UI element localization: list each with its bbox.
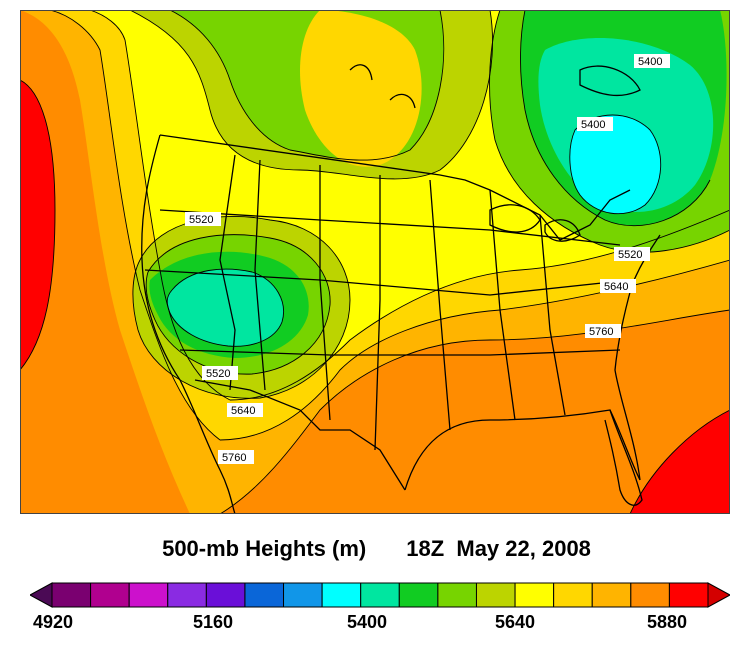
contour-label-0: 5400 <box>634 54 670 68</box>
west-coast <box>141 134 236 514</box>
contour-label-text-6: 5640 <box>231 405 255 417</box>
colorbar-cell <box>475 582 516 608</box>
colorbar-cell <box>553 582 593 608</box>
colorbar-cell <box>630 582 670 608</box>
colorbar-cell <box>205 582 246 608</box>
colorbar-cell <box>514 582 555 608</box>
contour-label-text-8: 5760 <box>222 452 246 464</box>
contour-labels: 5400 5400 5520 5520 5520 <box>185 54 670 464</box>
contour-label-text-5: 5640 <box>604 281 628 293</box>
colorbar-cell <box>668 582 709 608</box>
title-field: 500-mb Heights (m) <box>162 536 367 561</box>
contour-label-8: 5760 <box>218 450 254 464</box>
colorbar-cell <box>321 582 362 608</box>
contour-label-text-7: 5760 <box>589 326 613 338</box>
east-coast <box>614 234 661 481</box>
contour-label-1: 5400 <box>577 117 613 131</box>
colorbar-cell <box>244 582 285 608</box>
contour-label-text-1: 5400 <box>581 119 605 131</box>
map-frame <box>20 10 730 514</box>
colorbar-cell <box>51 582 92 608</box>
gulf-coast <box>404 409 641 491</box>
height-map: 5400 5400 5520 5520 5520 <box>20 10 730 514</box>
contour-label-text-3: 5520 <box>618 249 642 261</box>
shade-low-west-core <box>167 269 284 347</box>
shade-high-pacific <box>20 80 55 370</box>
colorbar-tick-5880: 5880 <box>646 612 688 632</box>
shade-low-ne-core <box>569 115 661 214</box>
colorbar-cell <box>90 582 130 608</box>
colorbar <box>28 582 732 608</box>
title-valid-time: 18Z May 22, 2008 <box>406 536 591 561</box>
boundaries <box>141 64 661 514</box>
colorbar-cell <box>591 582 632 608</box>
map-svg: 5400 5400 5520 5520 5520 <box>20 10 730 514</box>
colorbar-cell <box>437 582 477 608</box>
colorbar-tick-5640: 5640 <box>494 612 536 632</box>
colorbar-cell <box>398 582 439 608</box>
colorbar-cell <box>167 582 207 608</box>
colorbar-tick-5160: 5160 <box>192 612 234 632</box>
contour-label-3: 5520 <box>614 247 650 261</box>
colorbar-cell <box>283 582 323 608</box>
contour-label-5: 5640 <box>600 279 636 293</box>
contour-label-6: 5640 <box>227 403 263 417</box>
colorbar-cell <box>360 582 400 608</box>
colorbar-arrow-right <box>707 582 732 608</box>
contour-label-4: 5520 <box>202 366 238 380</box>
contour-label-2: 5520 <box>185 212 221 226</box>
colorbar-tick-4920: 4920 <box>32 612 74 632</box>
shade-high-atlantic <box>630 410 730 514</box>
map-title: 500-mb Heights (m) 18Z May 22, 2008 <box>0 536 753 562</box>
colorbar-tick-5400: 5400 <box>346 612 388 632</box>
us-mexico-border <box>194 379 406 491</box>
shade-ridge-canada <box>300 10 422 167</box>
colorbar-svg <box>28 582 732 608</box>
contour-label-text-2: 5520 <box>189 214 213 226</box>
contour-label-text-0: 5400 <box>638 56 662 68</box>
contour-label-7: 5760 <box>585 324 621 338</box>
colorbar-arrow-left <box>28 582 53 608</box>
colorbar-cell <box>128 582 169 608</box>
contour-label-text-4: 5520 <box>206 368 230 380</box>
